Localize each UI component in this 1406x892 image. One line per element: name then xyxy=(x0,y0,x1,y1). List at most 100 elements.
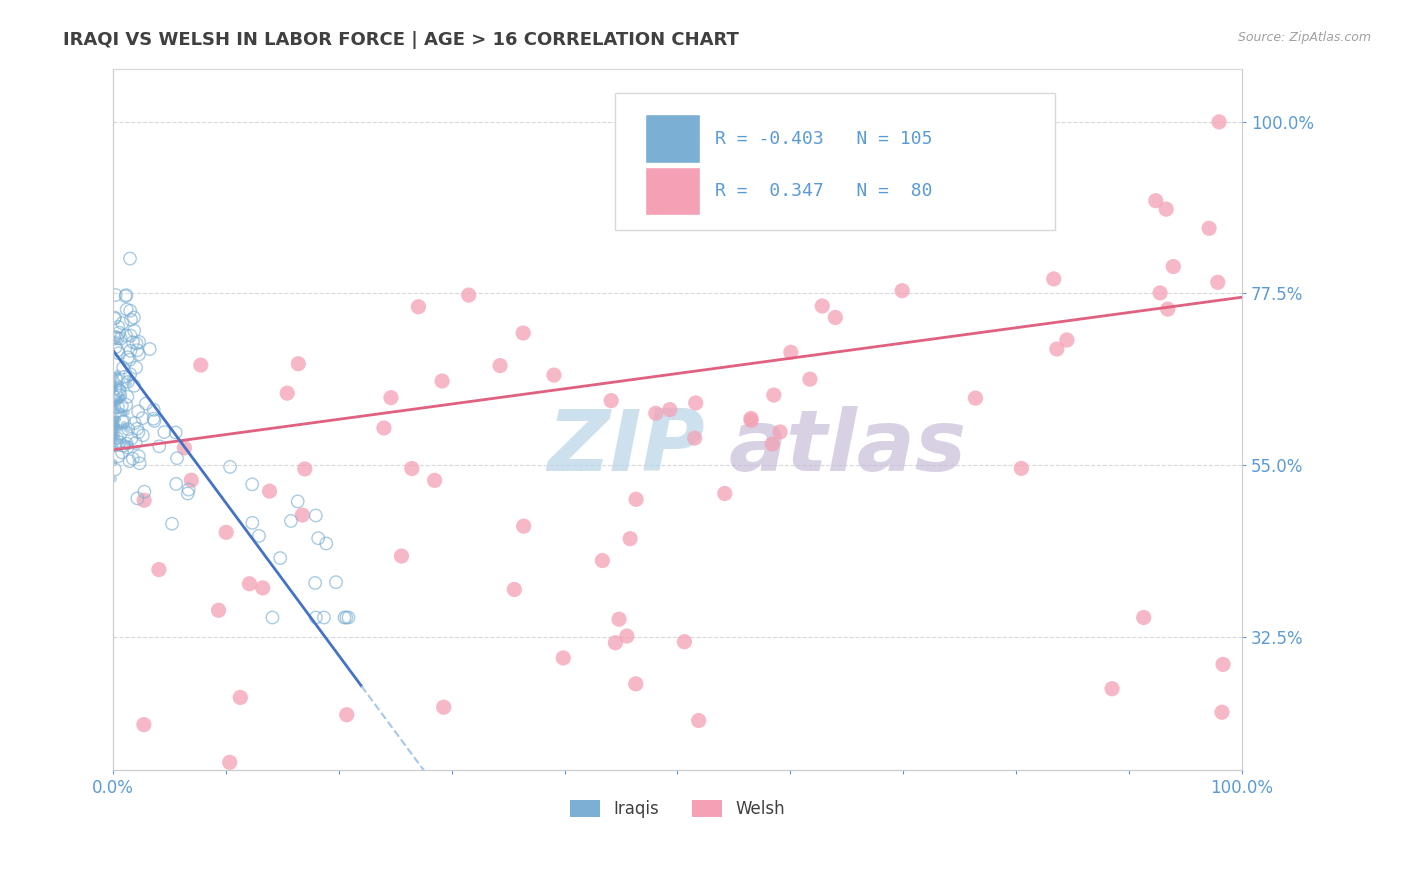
Point xyxy=(512,519,534,533)
Point xyxy=(870,169,893,183)
Point xyxy=(127,404,149,418)
Point xyxy=(111,415,134,429)
Point xyxy=(103,311,125,326)
Point xyxy=(105,412,128,426)
Point xyxy=(104,418,127,433)
Point xyxy=(305,610,328,624)
Point xyxy=(401,461,423,475)
Point xyxy=(108,421,131,435)
Point xyxy=(811,299,834,313)
Point xyxy=(108,384,131,398)
Point xyxy=(128,334,150,349)
Point xyxy=(845,190,868,204)
Point xyxy=(127,343,149,358)
Point xyxy=(104,381,127,395)
Point xyxy=(117,441,139,455)
Point xyxy=(761,437,783,451)
Point xyxy=(744,160,766,174)
Point xyxy=(177,486,200,500)
Text: atlas: atlas xyxy=(728,406,966,489)
Point xyxy=(107,402,129,417)
Point xyxy=(160,516,183,531)
Point xyxy=(118,352,141,367)
Point xyxy=(118,437,141,451)
Point xyxy=(291,508,314,522)
Point xyxy=(247,529,270,543)
Point xyxy=(107,374,129,388)
Point xyxy=(269,551,291,566)
Point xyxy=(105,427,128,442)
Point xyxy=(107,320,129,334)
Point xyxy=(105,417,128,432)
Point xyxy=(104,378,127,392)
Point xyxy=(104,434,127,448)
Point xyxy=(1132,610,1154,624)
Point xyxy=(103,427,125,442)
Point xyxy=(180,473,202,487)
Point xyxy=(207,603,229,617)
Point xyxy=(125,436,148,450)
Point xyxy=(489,359,512,373)
Point xyxy=(117,422,139,436)
Point xyxy=(127,425,149,439)
Point xyxy=(132,428,155,442)
Point xyxy=(110,434,132,449)
Point xyxy=(240,516,263,530)
Point xyxy=(120,432,142,446)
Point xyxy=(111,445,134,459)
Point xyxy=(112,439,135,453)
Point xyxy=(148,439,170,453)
Point xyxy=(644,406,666,420)
Point xyxy=(103,368,125,383)
Point xyxy=(219,459,242,474)
Point xyxy=(108,393,131,408)
Point xyxy=(1211,705,1233,719)
Point xyxy=(105,396,128,410)
Point xyxy=(103,382,125,396)
Point xyxy=(142,411,165,425)
Point xyxy=(107,346,129,360)
Point xyxy=(304,576,326,591)
Point xyxy=(745,209,768,223)
Point xyxy=(118,372,141,386)
Point xyxy=(115,328,138,343)
Point xyxy=(134,484,156,499)
Point xyxy=(103,437,125,451)
Point xyxy=(105,404,128,418)
Point xyxy=(107,438,129,452)
Point xyxy=(127,422,149,436)
Point xyxy=(1161,260,1184,274)
Point xyxy=(891,284,914,298)
Point xyxy=(107,343,129,358)
Point xyxy=(118,252,141,266)
Point xyxy=(108,420,131,434)
Point xyxy=(165,476,187,491)
Point xyxy=(143,414,166,428)
Point xyxy=(107,331,129,345)
Point xyxy=(103,376,125,390)
Point xyxy=(965,391,987,405)
Point xyxy=(104,310,127,325)
Point xyxy=(128,347,150,361)
Point xyxy=(1042,272,1064,286)
Point xyxy=(190,358,212,372)
Point xyxy=(118,376,141,391)
Point xyxy=(132,717,155,731)
Point xyxy=(112,417,135,432)
Point xyxy=(1157,302,1180,317)
Point xyxy=(315,536,337,550)
Point xyxy=(769,425,792,439)
Point xyxy=(138,342,160,356)
FancyBboxPatch shape xyxy=(645,167,700,216)
Point xyxy=(153,425,176,439)
Point xyxy=(103,434,125,448)
Point xyxy=(512,326,534,340)
Point xyxy=(408,300,430,314)
Point xyxy=(117,390,139,404)
Point xyxy=(105,421,128,435)
Point xyxy=(624,492,647,507)
Point xyxy=(128,456,150,470)
Point xyxy=(104,381,127,395)
Point xyxy=(1208,115,1230,129)
Text: R =  0.347   N =  80: R = 0.347 N = 80 xyxy=(714,182,932,201)
